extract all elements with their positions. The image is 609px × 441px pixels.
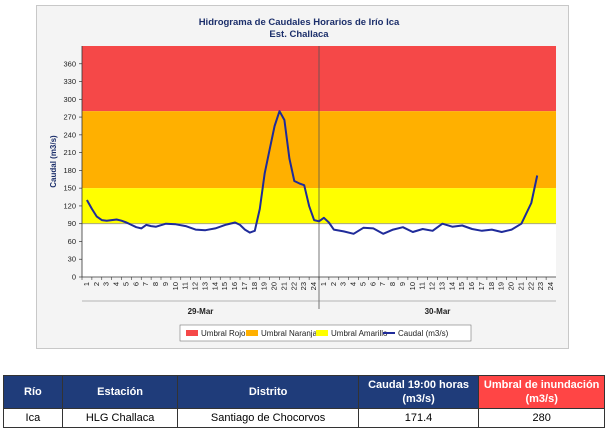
legend-label: Umbral Naranja [261, 329, 318, 338]
x-tick-label: 16 [467, 282, 476, 290]
x-tick-label: 9 [161, 282, 170, 286]
x-tick-label: 24 [546, 282, 555, 290]
x-tick-label: 8 [388, 282, 397, 286]
header-distrito: Distrito [177, 375, 359, 409]
x-tick-label: 19 [497, 282, 506, 290]
chart-title: Hidrograma de Caudales Horarios de Irío … [199, 17, 400, 28]
x-tick-label: 15 [220, 282, 229, 290]
legend-label: Caudal (m3/s) [398, 329, 449, 338]
x-tick-label: 3 [339, 282, 348, 286]
y-tick-label: 360 [63, 59, 76, 68]
cell-distrito: Santiago de Chocorvos [177, 408, 359, 428]
y-tick-label: 330 [63, 77, 76, 86]
legend-swatch [316, 330, 328, 336]
x-tick-label: 18 [487, 282, 496, 290]
x-tick-label: 10 [171, 282, 180, 290]
x-tick-label: 21 [279, 282, 288, 290]
x-tick-label: 5 [121, 282, 130, 286]
y-tick-label: 90 [68, 219, 76, 228]
x-tick-label: 8 [151, 282, 160, 286]
x-tick-label: 18 [250, 282, 259, 290]
cell-rio: Ica [3, 408, 63, 428]
y-tick-label: 120 [63, 201, 76, 210]
x-tick-label: 15 [457, 282, 466, 290]
x-tick-label: 20 [507, 282, 516, 290]
x-tick-label: 9 [398, 282, 407, 286]
y-tick-label: 180 [63, 166, 76, 175]
x-tick-label: 1 [319, 282, 328, 286]
x-tick-label: 11 [418, 282, 427, 290]
x-tick-label: 2 [329, 282, 338, 286]
x-tick-label: 12 [428, 282, 437, 290]
x-tick-label: 5 [358, 282, 367, 286]
x-tick-label: 14 [447, 282, 456, 290]
legend-swatch [186, 330, 198, 336]
x-tick-label: 2 [92, 282, 101, 286]
series-line-caudal [86, 110, 539, 235]
x-tick-label: 17 [240, 282, 249, 290]
y-tick-label: 150 [63, 184, 76, 193]
station-info-table: Río Estación Distrito Caudal 19:00 horas… [3, 375, 605, 428]
y-tick-label: 210 [63, 148, 76, 157]
x-tick-label: 21 [516, 282, 525, 290]
cell-caudal: 171.4 [357, 408, 480, 428]
x-tick-label: 1 [82, 282, 91, 286]
x-tick-label: 13 [200, 282, 209, 290]
x-tick-label: 14 [210, 282, 219, 290]
x-tick-label: 6 [368, 282, 377, 286]
x-tick-label: 22 [526, 282, 535, 290]
chart-subtitle: Est. Challaca [269, 29, 329, 40]
legend-swatch [246, 330, 258, 336]
x-tick-label: 20 [270, 282, 279, 290]
y-axis-title: Caudal (m3/s) [49, 135, 58, 188]
day-label: 30-Mar [425, 307, 451, 316]
cell-umbral: 280 [478, 408, 605, 428]
day-label: 29-Mar [188, 307, 214, 316]
x-tick-label: 16 [230, 282, 239, 290]
legend-label: Umbral Amarillo [331, 329, 388, 338]
legend-label: Umbral Rojo [201, 329, 246, 338]
cell-estacion: HLG Challaca [61, 408, 179, 428]
x-tick-label: 19 [260, 282, 269, 290]
header-estacion: Estación [61, 375, 179, 409]
header-rio: Río [3, 375, 63, 409]
x-tick-label: 11 [181, 282, 190, 290]
y-tick-label: 0 [72, 273, 76, 282]
x-tick-label: 4 [349, 282, 358, 286]
y-tick-label: 30 [68, 255, 76, 264]
header-caudal: Caudal 19:00 horas (m3/s) [357, 375, 480, 409]
x-tick-label: 23 [299, 282, 308, 290]
x-tick-label: 7 [141, 282, 150, 286]
y-tick-label: 240 [63, 130, 76, 139]
x-tick-label: 17 [477, 282, 486, 290]
x-tick-label: 4 [112, 282, 121, 286]
y-tick-label: 60 [68, 237, 76, 246]
x-tick-label: 7 [378, 282, 387, 286]
x-tick-label: 24 [309, 282, 318, 290]
x-tick-label: 23 [536, 282, 545, 290]
x-tick-label: 22 [289, 282, 298, 290]
table-row: Ica HLG Challaca Santiago de Chocorvos 1… [3, 408, 605, 428]
chart-frame: 0 30 60 90 120 150 180 210 240 270 300 330 360 1 2 3 4 5 6… [36, 5, 569, 349]
x-tick-label: 3 [102, 282, 111, 286]
x-tick-label: 12 [191, 282, 200, 290]
x-tick-label: 10 [408, 282, 417, 290]
x-tick-label: 6 [131, 282, 140, 286]
table-header-row: Río Estación Distrito Caudal 19:00 horas… [3, 375, 605, 409]
y-tick-label: 300 [63, 95, 76, 104]
y-tick-label: 270 [63, 113, 76, 122]
x-tick-label: 13 [437, 282, 446, 290]
header-umbral: Umbral de inundación (m3/s) [478, 375, 605, 409]
